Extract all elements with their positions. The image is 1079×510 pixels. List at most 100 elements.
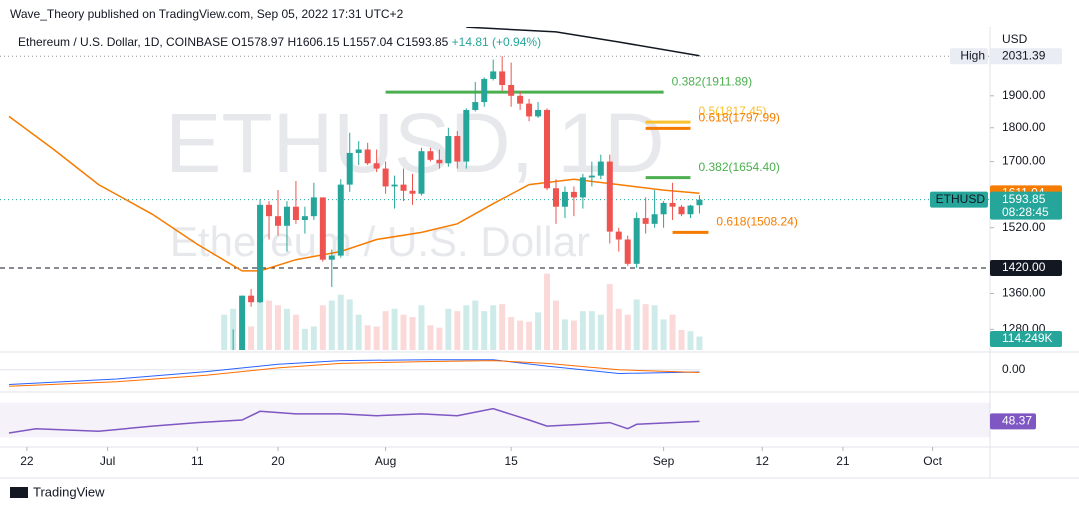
fib-label: 0.618(1508.24) xyxy=(716,214,797,228)
candle-body xyxy=(517,95,524,104)
volume-bar xyxy=(544,273,551,350)
volume-bar xyxy=(400,314,407,350)
volume-bar xyxy=(642,304,649,350)
volume-bar xyxy=(552,300,559,350)
fib-label: 0.382(1911.89) xyxy=(672,74,753,88)
candle-body xyxy=(615,231,622,240)
candle-body xyxy=(651,214,658,224)
volume-bar xyxy=(481,311,488,350)
volume-bar xyxy=(418,305,425,350)
x-tick-label: 12 xyxy=(756,454,770,468)
volume-bar xyxy=(597,314,604,350)
volume-bar xyxy=(687,331,694,350)
volume-bar xyxy=(292,314,299,350)
volume-label-box xyxy=(990,331,1062,347)
volume-bar xyxy=(266,300,273,350)
rsi-label-box xyxy=(990,413,1036,430)
volume-bar xyxy=(633,299,640,350)
candle-body xyxy=(642,218,649,224)
candle-body xyxy=(373,163,380,169)
candle-body xyxy=(436,159,443,164)
volume-bar xyxy=(221,314,228,350)
volume-bar xyxy=(499,304,506,350)
watermark: ETHUSD, 1D xyxy=(165,96,664,190)
countdown: 08:28:45 xyxy=(1002,205,1049,219)
rsi-line xyxy=(8,407,700,434)
candle-body xyxy=(239,295,246,350)
volume-bar xyxy=(283,308,290,350)
moving-average xyxy=(466,27,700,57)
price-label-box xyxy=(990,259,1062,276)
volume-bar xyxy=(346,299,353,350)
y-tick-label: 1800.00 xyxy=(1002,120,1046,134)
macd-line xyxy=(8,360,700,387)
candle-body xyxy=(418,151,425,194)
y-tick-label: 1900.00 xyxy=(1002,88,1046,102)
candle-body xyxy=(561,191,568,207)
close: C1593.85 xyxy=(396,35,448,49)
volume-bar xyxy=(526,321,533,350)
price-label: 1593.85 xyxy=(1002,192,1046,206)
candle-body xyxy=(508,85,515,96)
candle-body xyxy=(328,255,335,260)
symbol: Ethereum / U.S. Dollar, 1D, COINBASE xyxy=(18,35,228,49)
candle-body xyxy=(364,149,371,164)
candle-body xyxy=(355,149,362,153)
candle-body xyxy=(445,136,452,164)
price-tag-box xyxy=(950,48,988,65)
candle-body xyxy=(274,216,281,226)
candle-body xyxy=(472,102,479,110)
candle-body xyxy=(660,202,667,215)
price-label: 2031.39 xyxy=(1002,48,1046,62)
candle-body xyxy=(248,295,255,303)
volume-bar xyxy=(337,294,344,350)
candle-body xyxy=(687,205,694,215)
price-label-box xyxy=(990,191,1062,220)
low: L1557.04 xyxy=(343,35,393,49)
volume-bar xyxy=(490,305,497,350)
candle-body xyxy=(463,109,470,162)
candle-body xyxy=(499,71,506,86)
volume-bar xyxy=(535,312,542,350)
volume-bar xyxy=(561,319,568,350)
logo xyxy=(10,487,28,498)
candle-body xyxy=(301,216,308,220)
candle-body xyxy=(678,206,685,215)
volume-bar xyxy=(427,325,434,350)
volume-bar xyxy=(328,300,335,350)
volume-bar xyxy=(508,317,515,350)
volume-bar xyxy=(409,317,416,350)
volume-bar xyxy=(373,326,380,350)
candle-body xyxy=(696,199,703,206)
volume-bar xyxy=(364,325,371,350)
x-tick-label: Jul xyxy=(100,454,115,468)
candle-body xyxy=(283,206,290,226)
fib-label: 0.382(1654.40) xyxy=(698,160,779,174)
legend: Ethereum / U.S. Dollar, 1D, COINBASE O15… xyxy=(18,35,541,49)
watermark: Ethereum / U.S. Dollar xyxy=(170,218,590,265)
rsi-band xyxy=(0,402,990,438)
candle-body xyxy=(409,190,416,194)
x-tick-label: 20 xyxy=(271,454,285,468)
price-tag: ETHUSD xyxy=(936,192,986,206)
candle-body xyxy=(481,78,488,103)
price-tag-box xyxy=(930,191,988,208)
x-tick-label: Aug xyxy=(375,454,396,468)
price-tag: High xyxy=(960,48,985,62)
volume-bar xyxy=(517,320,524,350)
y-tick-label: 1520.00 xyxy=(1002,220,1046,234)
candle-body xyxy=(454,136,461,162)
volume-bar xyxy=(472,300,479,350)
volume-bar xyxy=(445,308,452,350)
candle-body xyxy=(257,204,264,303)
volume-bar xyxy=(274,305,281,350)
volume-bar xyxy=(615,308,622,350)
candle-body xyxy=(292,206,299,220)
price-label: 1420.00 xyxy=(1002,260,1046,274)
x-tick-label: 15 xyxy=(504,454,518,468)
candle-body xyxy=(624,239,631,264)
candle-body xyxy=(669,202,676,207)
volume-bar xyxy=(355,314,362,350)
